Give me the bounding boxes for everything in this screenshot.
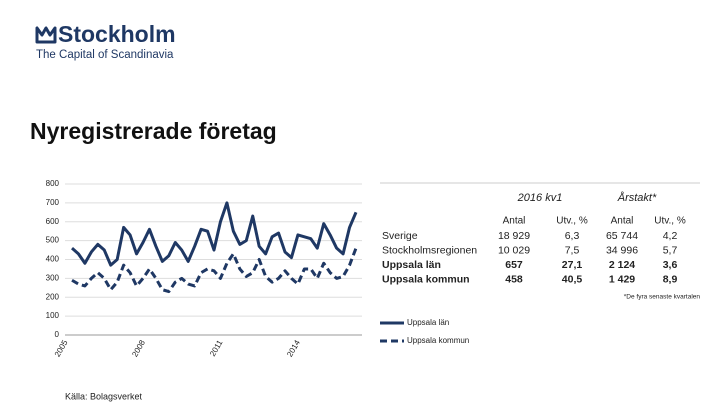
legend-label: Uppsala kommun	[407, 336, 469, 345]
annual-header: Årstakt*	[617, 191, 657, 204]
period-header: 2016 kv1	[517, 192, 563, 204]
y-tick-label: 600	[46, 217, 60, 226]
table-cell: 657	[505, 259, 523, 271]
table-cell: 5,7	[663, 244, 678, 256]
column-header: Utv., %	[556, 216, 588, 227]
table-cell: 4,2	[663, 230, 678, 242]
table-cell: 458	[505, 273, 523, 285]
y-tick-label: 100	[46, 311, 60, 320]
table-cell: 34 996	[606, 244, 638, 256]
column-header: Antal	[611, 216, 634, 227]
y-tick-label: 700	[46, 198, 60, 207]
footnote: *De fyra senaste kvartalen	[624, 294, 701, 301]
x-tick-label: 2014	[285, 338, 302, 358]
table-cell: 8,9	[663, 273, 678, 285]
legend-label: Uppsala län	[407, 318, 449, 327]
row-label: Sverige	[382, 230, 418, 242]
y-tick-label: 800	[46, 179, 60, 188]
table-cell: 2 124	[609, 259, 635, 271]
y-tick-label: 400	[46, 255, 60, 264]
x-tick-label: 2008	[130, 338, 147, 358]
y-tick-label: 500	[46, 236, 60, 245]
row-label: Stockholmsregionen	[382, 244, 477, 256]
table-cell: 7,5	[565, 244, 580, 256]
logo-tagline: The Capital of Scandinavia	[36, 49, 174, 61]
logo-name: Stockholm	[58, 21, 176, 47]
series-line	[71, 201, 358, 267]
series-line	[71, 247, 358, 294]
table-cell: 6,3	[565, 230, 580, 242]
y-tick-label: 0	[55, 330, 60, 339]
table-cell: 10 029	[498, 244, 530, 256]
y-tick-label: 300	[46, 273, 60, 282]
column-header: Antal	[503, 216, 526, 227]
source: Källa: Bolagsverket	[65, 391, 143, 401]
table-cell: 1 429	[609, 273, 635, 285]
x-tick-label: 2005	[53, 338, 70, 358]
table-cell: 40,5	[562, 273, 583, 285]
table-cell: 65 744	[606, 230, 638, 242]
slide-title: Nyregistrerade företag	[30, 118, 277, 144]
table-cell: 3,6	[663, 259, 678, 271]
row-label: Uppsala län	[382, 259, 441, 271]
column-header: Utv., %	[654, 216, 686, 227]
table-cell: 27,1	[562, 259, 583, 271]
table-cell: 18 929	[498, 230, 530, 242]
y-tick-label: 200	[46, 292, 60, 301]
logo-crown	[35, 26, 57, 44]
row-label: Uppsala kommun	[382, 273, 470, 285]
x-tick-label: 2011	[208, 338, 225, 358]
